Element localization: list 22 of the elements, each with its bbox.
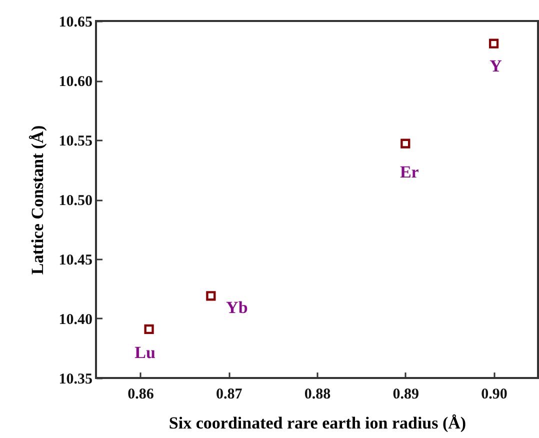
x-tick-label: 0.86: [128, 386, 154, 402]
y-tick-label: 10.35: [58, 372, 92, 388]
y-tick-label: 10.45: [58, 252, 92, 268]
point: [144, 324, 154, 334]
annotation: Y: [490, 56, 502, 76]
y-tick-label: 10.65: [58, 14, 92, 30]
annotation: Yb: [226, 298, 248, 317]
x-tick-label: 0.89: [392, 386, 420, 402]
y-tick-label: 10.50: [58, 193, 92, 209]
x-tick-label: 0.90: [481, 386, 508, 402]
y-axis-title: Lattice Constant (Å): [28, 125, 47, 275]
y-tick-label: 10.60: [58, 74, 92, 90]
y-tick-label: 10.55: [58, 134, 92, 150]
point: [400, 138, 410, 148]
x-tick-label: 0.87: [216, 386, 243, 402]
point: [206, 291, 216, 301]
annotation: Lu: [134, 343, 156, 362]
annotation: Er: [400, 162, 420, 182]
x-axis-title: Six coordinated rare earth ion radius (Å): [168, 414, 466, 432]
point: [488, 38, 499, 48]
x-tick-label: 0.88: [304, 386, 331, 402]
y-tick-label: 10.40: [58, 312, 92, 328]
